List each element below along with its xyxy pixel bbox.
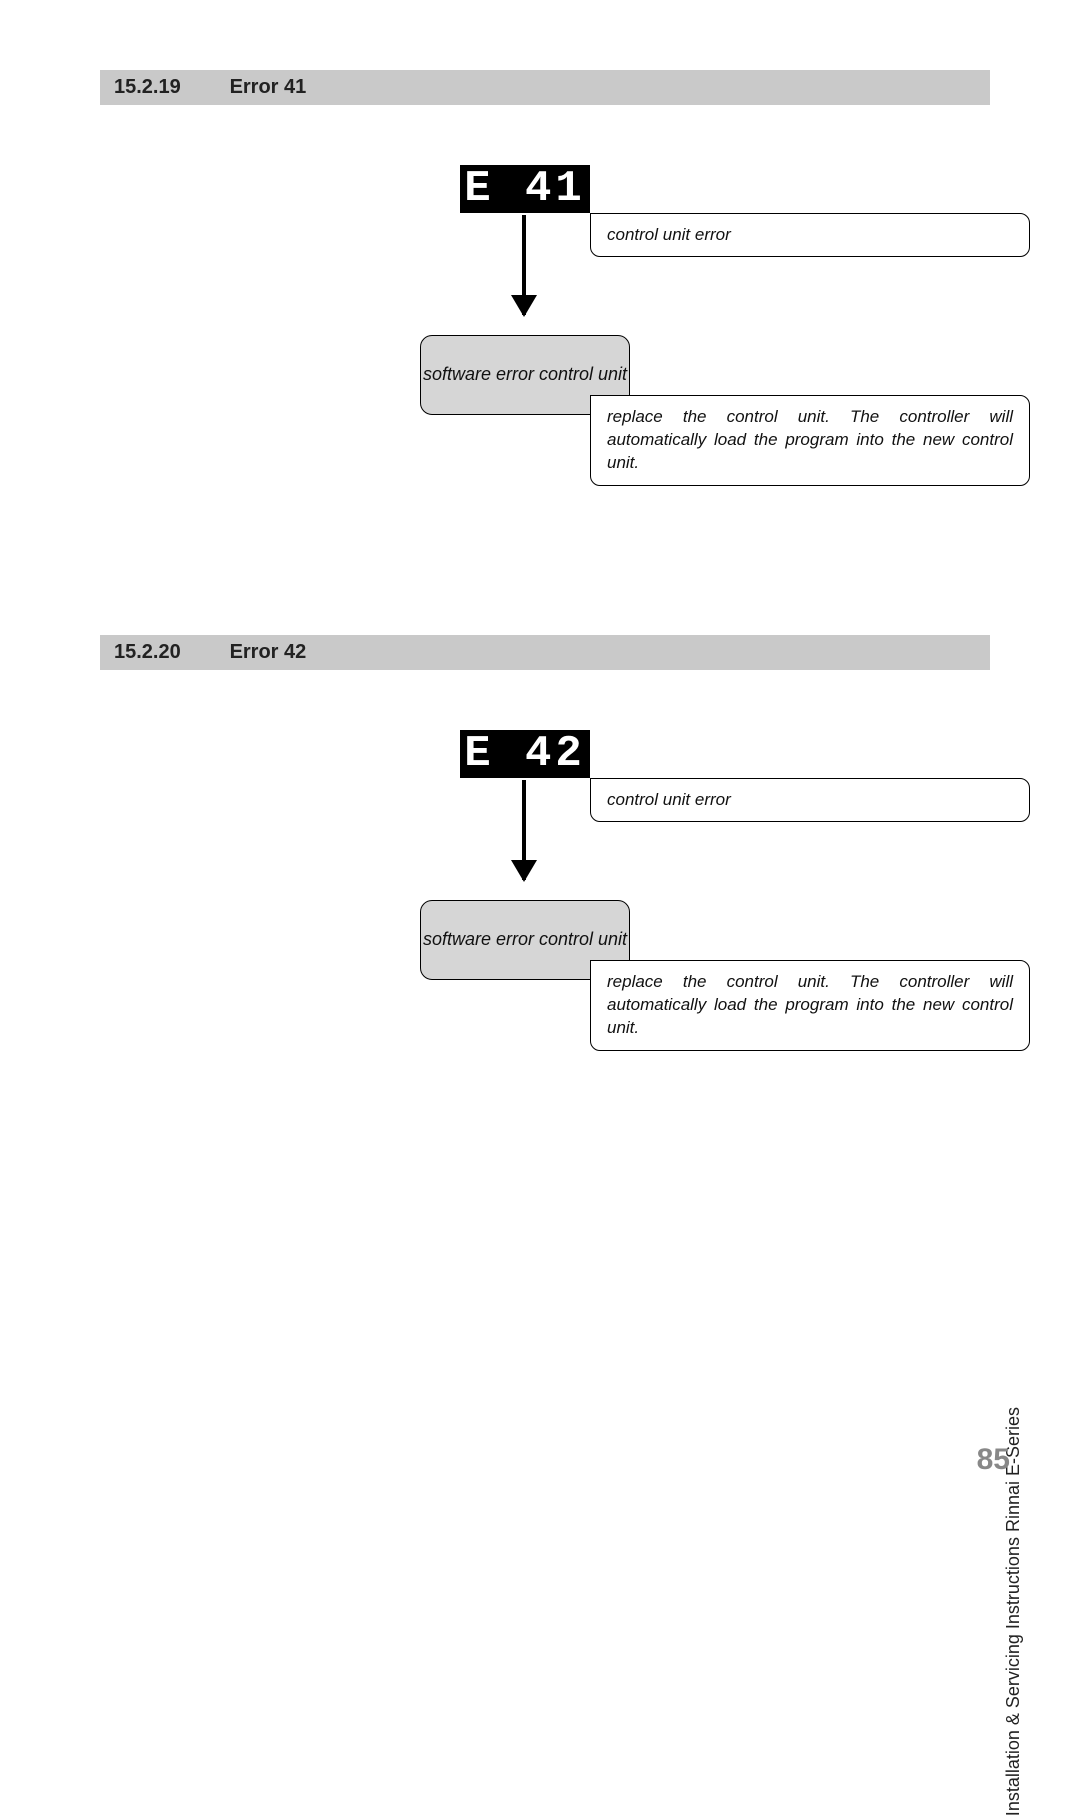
- section-heading-1: 15.2.19 Error 41: [100, 70, 990, 105]
- section-heading-2: 15.2.20 Error 42: [100, 635, 990, 670]
- section-2-wrapper: 15.2.20 Error 42 E 42 control unit error…: [100, 635, 990, 1090]
- arrow-down-icon: [522, 215, 526, 315]
- section-number-1: 15.2.19: [114, 76, 224, 99]
- error-display-41: E 41: [460, 165, 590, 213]
- diagram-error-42: E 42 control unit error software error c…: [360, 730, 990, 1090]
- section-number-2: 15.2.20: [114, 641, 224, 664]
- callout-bottom-41: replace the control unit. The controller…: [590, 395, 1030, 486]
- error-display-42: E 42: [460, 730, 590, 778]
- callout-top-41: control unit error: [590, 213, 1030, 257]
- callout-top-42: control unit error: [590, 778, 1030, 822]
- page-number: 85: [977, 1443, 1010, 1477]
- diagram-error-41: E 41 control unit error software error c…: [360, 165, 990, 525]
- page: 15.2.19 Error 41 E 41 control unit error…: [0, 0, 1080, 1527]
- callout-bottom-42: replace the control unit. The controller…: [590, 960, 1030, 1051]
- arrow-down-icon: [522, 780, 526, 880]
- section-title-1: Error 41: [230, 76, 307, 98]
- section-title-2: Error 42: [230, 641, 307, 663]
